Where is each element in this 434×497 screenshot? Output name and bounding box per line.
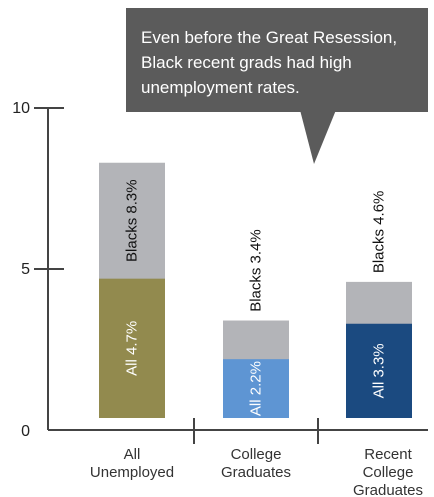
bar-label-all: All 4.7%: [124, 321, 141, 376]
axes: 0510AllUnemployedCollegeGraduatesRecentC…: [12, 100, 428, 497]
bar-label-blacks: Blacks 8.3%: [124, 179, 141, 262]
x-category-label: All: [124, 446, 141, 463]
bar-all: [223, 359, 289, 418]
y-tick-label: 0: [21, 423, 30, 440]
y-tick-label: 10: [12, 100, 30, 117]
bar-label-blacks: Blacks 3.4%: [248, 229, 265, 312]
bar-label-blacks: Blacks 4.6%: [371, 191, 388, 274]
x-category-label: Graduates: [353, 482, 423, 497]
bars: [99, 162, 412, 418]
x-category-label: College: [231, 446, 282, 463]
bar-all: [99, 278, 165, 418]
callout-pointer: [300, 110, 336, 164]
x-category-label: Graduates: [221, 464, 291, 481]
callout-box: [126, 8, 428, 112]
callout-text-line: unemployment rates.: [141, 78, 300, 97]
x-category-label: College: [363, 464, 414, 481]
callout: Even before the Great Resession, Black re…: [126, 8, 428, 164]
bar-label-all: All 2.2%: [248, 361, 265, 416]
bar-all: [346, 323, 412, 418]
callout-text-line: Even before the Great Resession,: [141, 28, 397, 47]
bar-labels: All 4.7% Blacks 8.3% All 2.2% Blacks 3.4% Al…: [124, 179, 388, 416]
x-category-label: Unemployed: [90, 464, 174, 481]
callout-text-line: Black recent grads had high: [141, 53, 352, 72]
bar-label-all: All 3.3%: [371, 343, 388, 398]
y-tick-label: 5: [21, 261, 30, 278]
x-category-label: Recent: [364, 446, 412, 463]
